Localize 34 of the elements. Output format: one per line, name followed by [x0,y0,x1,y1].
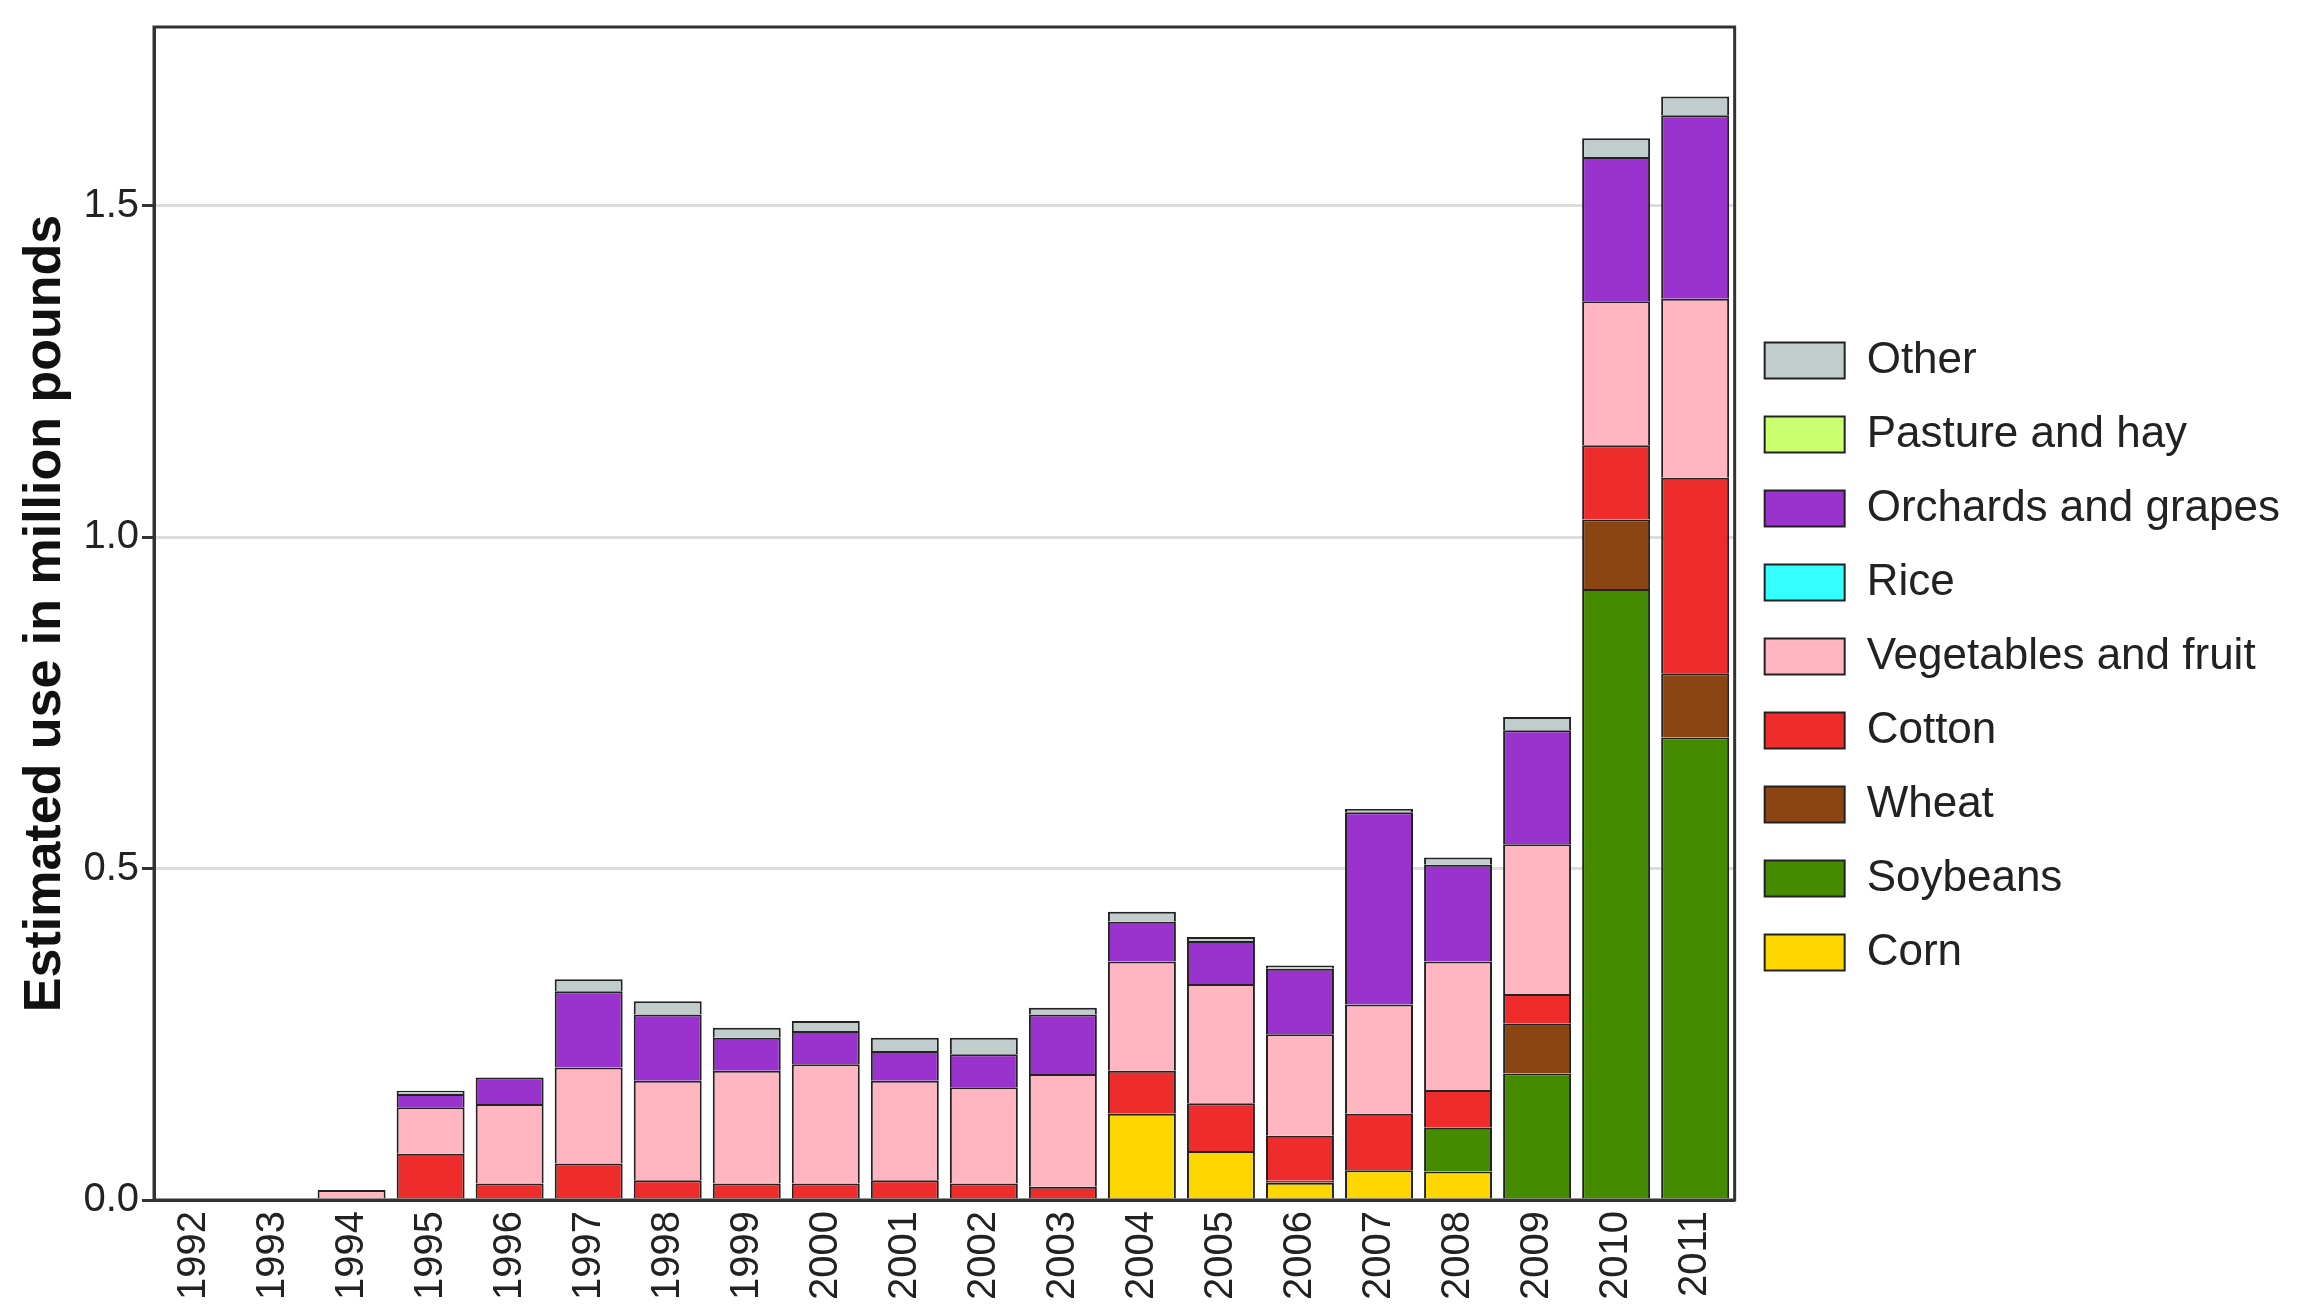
x-tick-label: 2011 [1670,1211,1715,1298]
legend-label: Other [1866,332,1977,382]
x-tick-label: 1995 [405,1211,450,1300]
x-tick-label: 2004 [1116,1211,1161,1300]
x-tick-label: 1997 [563,1211,608,1300]
x-tick-label: 2001 [879,1211,924,1300]
x-tick-label: 2008 [1433,1211,1478,1300]
x-tick-label: 2006 [1275,1211,1320,1300]
y-tick-label: 0.0 [83,1175,140,1220]
y-tick-label: 0.5 [83,843,140,888]
legend-label: Soybeans [1866,850,2063,900]
x-tick-label: 2005 [1195,1211,1240,1300]
x-tick-label: 1999 [721,1211,766,1300]
x-tick-label: 1993 [247,1211,292,1300]
x-tick-label: 2009 [1512,1211,1557,1300]
legend-label: Orchards and grapes [1866,480,2281,530]
x-tick-label: 1996 [484,1211,529,1300]
x-tick-label: 1998 [642,1211,687,1300]
legend-label: Cotton [1866,702,1997,752]
x-tick-label: 2010 [1591,1211,1636,1300]
legend-label: Corn [1866,924,1963,974]
x-tick-label: 2000 [800,1211,845,1300]
y-axis-title: Estimated use in million pounds [12,214,71,1013]
x-tick-label: 2007 [1354,1211,1399,1300]
legend-label: Vegetables and fruit [1866,628,2256,678]
y-tick-label: 1.5 [83,180,140,225]
legend-label: Wheat [1866,776,1994,826]
legend-label: Rice [1866,554,1955,604]
x-tick-label: 2002 [958,1211,1003,1300]
legend-label: Pasture and hay [1866,406,2188,456]
x-tick-label: 1992 [168,1211,213,1300]
y-tick-label: 1.0 [83,512,140,557]
x-tick-label: 2003 [1037,1211,1082,1300]
x-tick-label: 1994 [326,1211,371,1300]
